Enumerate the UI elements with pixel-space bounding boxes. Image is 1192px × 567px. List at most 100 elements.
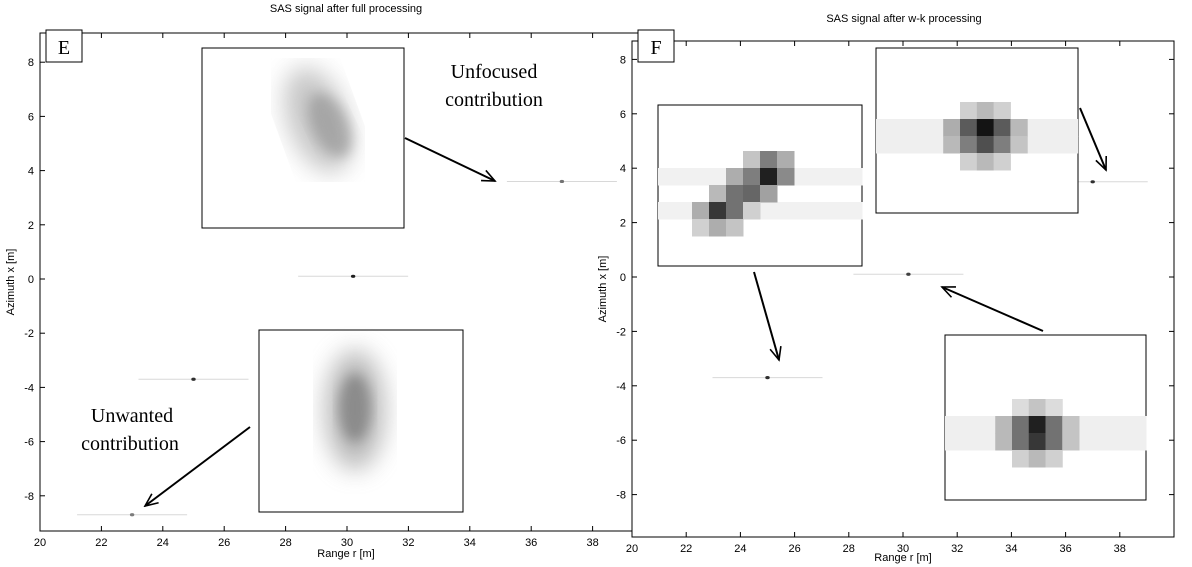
- panel-e-xtick-label: 22: [95, 537, 107, 549]
- panel-f-scatterer-point: [906, 272, 911, 276]
- inset-pixel: [743, 151, 761, 169]
- inset-pixel: [1129, 433, 1147, 451]
- inset-pixel: [976, 119, 995, 137]
- inset-pixel: [743, 202, 761, 220]
- inset-pixel: [1062, 416, 1080, 434]
- inset-pixel: [1129, 416, 1147, 434]
- panel-e-xtick-label: 32: [402, 537, 414, 549]
- inset-pixel: [794, 168, 812, 186]
- panel-e-xtick-label: 36: [525, 537, 537, 549]
- inset-pixel: [777, 151, 795, 169]
- panel-f-letter: F: [650, 37, 661, 59]
- inset-pixel: [692, 168, 710, 186]
- inset-pixel: [1079, 416, 1097, 434]
- panel-e-arrow-unfocused: [404, 137, 495, 182]
- panel-e-scatterer-point: [350, 274, 356, 278]
- panel-f-ytick-label: 6: [620, 109, 626, 121]
- inset-pixel: [845, 202, 863, 220]
- inset-pixel: [976, 153, 995, 171]
- inset-pixel: [709, 168, 727, 186]
- inset-pixel: [1045, 399, 1063, 417]
- inset-pixel: [960, 136, 978, 154]
- inset-pixel: [1079, 433, 1097, 451]
- panel-e-ylabel: Azimuth x [m]: [5, 249, 17, 316]
- inset-pixel: [1012, 416, 1030, 434]
- panel-e-arrow-unwanted: [145, 426, 251, 506]
- inset-pixel: [909, 136, 927, 154]
- panel-e-title: SAS signal after full processing: [270, 3, 422, 15]
- panel-f-arrow-top: [1079, 107, 1106, 170]
- inset-pixel: [692, 219, 710, 237]
- inset-pixel: [760, 202, 778, 220]
- inset-pixel: [675, 202, 693, 220]
- panel-f-ytick-label: -4: [616, 381, 626, 393]
- inset-pixel: [828, 202, 846, 220]
- panel-f-inset-top: [875, 47, 1079, 214]
- inset-pixel: [1112, 433, 1130, 451]
- inset-pixel: [1045, 416, 1063, 434]
- panel-f-xtick-label: 36: [1059, 543, 1071, 555]
- panel-e-letter-box: E: [45, 29, 83, 63]
- panel-e-ytick-label: 4: [28, 166, 34, 178]
- inset-pixel: [1012, 450, 1030, 468]
- panel-f-ytick-label: 8: [620, 54, 626, 66]
- inset-pixel: [1010, 136, 1028, 154]
- inset-pixel: [961, 433, 979, 451]
- panel-e-scatterer-point: [129, 513, 135, 517]
- inset-pixel: [943, 136, 961, 154]
- inset-pixel: [976, 102, 995, 120]
- inset-pixel: [726, 202, 744, 220]
- inset-pixel: [909, 119, 927, 137]
- panel-f: SAS signal after w-k processing 20 22 24 26…: [597, 13, 1175, 564]
- inset-pixel: [876, 136, 894, 154]
- panel-f-arrow-bottom: [942, 286, 1044, 332]
- inset-pixel: [760, 168, 778, 186]
- inset-pixel: [995, 416, 1013, 434]
- inset-pixel: [811, 168, 829, 186]
- panel-e-inset-top: [201, 47, 405, 229]
- inset-pixel: [658, 202, 676, 220]
- inset-pixel: [726, 219, 744, 237]
- panel-f-ytick-label: -8: [616, 490, 626, 502]
- inset-pixel: [1095, 433, 1113, 451]
- inset-pixel: [1027, 136, 1045, 154]
- inset-pixel: [1028, 399, 1046, 417]
- panel-f-xlabel: Range r [m]: [874, 552, 931, 564]
- inset-pixel: [709, 219, 727, 237]
- inset-pixel: [926, 119, 944, 137]
- inset-pixel: [892, 136, 911, 154]
- panel-e-xtick-label: 28: [279, 537, 291, 549]
- inset-pixel: [1044, 119, 1062, 137]
- inset-pixel: [709, 185, 727, 203]
- inset-pixel: [1060, 136, 1079, 154]
- inset-pixel: [961, 416, 979, 434]
- panel-e-xtick-label: 34: [464, 537, 476, 549]
- inset-pixel: [1028, 416, 1046, 434]
- panel-e: SAS signal after full processing 20 22 24 2…: [5, 3, 653, 560]
- panel-e-ytick-label: -8: [24, 491, 34, 503]
- panel-f-ytick-label: 0: [620, 272, 626, 284]
- panel-e-letter: E: [58, 37, 70, 59]
- inset-pixel: [976, 136, 995, 154]
- inset-pixel: [995, 433, 1013, 451]
- panel-e-scatterer-point: [191, 377, 196, 381]
- panel-f-ytick-label: -2: [616, 326, 626, 338]
- panel-e-annotation-unfocused-line1: Unfocused: [451, 61, 538, 83]
- inset-pixel: [960, 102, 978, 120]
- inset-pixel: [1045, 433, 1063, 451]
- inset-pixel: [675, 168, 693, 186]
- panel-e-annotation-unfocused-line2: contribution: [445, 89, 543, 111]
- inset-pixel: [993, 153, 1011, 171]
- inset-pixel: [811, 202, 829, 220]
- inset-pixel: [945, 433, 963, 451]
- panel-e-ytick-label: -2: [24, 328, 34, 340]
- inset-pixel: [760, 151, 778, 169]
- inset-pixel: [845, 168, 863, 186]
- panel-e-ytick-label: -6: [24, 437, 34, 449]
- panel-e-scatterer-point: [559, 179, 565, 184]
- inset-pixel: [943, 119, 961, 137]
- panel-f-xtick-label: 22: [680, 543, 692, 555]
- panel-f-xtick-label: 24: [734, 543, 746, 555]
- inset-pixel: [777, 168, 795, 186]
